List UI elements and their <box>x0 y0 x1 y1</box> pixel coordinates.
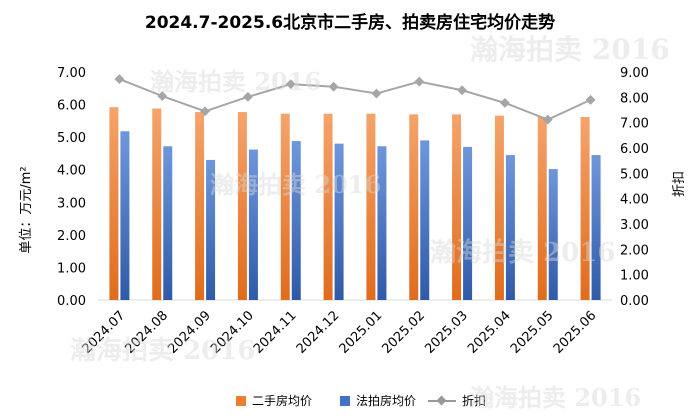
point-discount-2025.03 <box>457 85 468 96</box>
bar-auction-2024.08 <box>163 146 173 300</box>
point-discount-2025.04 <box>499 97 510 108</box>
point-discount-2024.12 <box>328 81 339 92</box>
bar-auction-2025.05 <box>548 169 558 300</box>
y-tick-label: 3.00 <box>57 196 86 211</box>
y2-tick-label: 5.00 <box>620 167 649 182</box>
y-tick-label: 7.00 <box>57 66 86 81</box>
x-tick-label: 2025.04 <box>465 308 514 357</box>
point-discount-2024.08 <box>157 91 168 102</box>
watermark-right: 瀚海拍卖 2016 <box>430 232 615 269</box>
watermark-brand: 瀚海拍卖 <box>150 67 246 96</box>
watermark-year: 2016 <box>543 238 616 268</box>
bar-secondhand-2024.10 <box>237 112 247 300</box>
x-tick-label: 2024.11 <box>251 308 300 357</box>
x-tick-label: 2025.03 <box>422 308 471 357</box>
y2-tick-label: 9.00 <box>620 66 649 81</box>
point-discount-2025.06 <box>585 94 596 105</box>
watermark-brand: 瀚海拍卖 <box>470 383 566 412</box>
legend: 二手房均价 法拍房均价 折扣 <box>0 392 700 412</box>
bar-auction-2025.06 <box>591 155 601 300</box>
bar-secondhand-2024.09 <box>195 112 205 300</box>
y2-tick-label: 0.00 <box>620 294 649 309</box>
bar-auction-2024.09 <box>206 159 216 300</box>
watermark-year: 2016 <box>591 33 670 66</box>
x-tick-label: 2025.01 <box>337 308 386 357</box>
bar-secondhand-2025.04 <box>494 115 504 300</box>
watermark-brand: 瀚海拍卖 <box>470 33 583 66</box>
bars-layer <box>98 107 612 301</box>
watermark-year: 2016 <box>254 67 322 96</box>
bar-auction-2025.03 <box>463 146 473 300</box>
bar-secondhand-2025.01 <box>366 113 376 300</box>
watermark-brand: 瀚海拍卖 <box>430 238 535 268</box>
legend-label-discount: 折扣 <box>462 394 487 408</box>
bar-auction-2024.12 <box>334 143 344 300</box>
watermark-middle: 瀚海拍卖 2016 <box>210 165 381 200</box>
y-tick-label: 2.00 <box>57 229 86 244</box>
left-axis-ticks: 0.00 1.00 2.00 3.00 4.00 5.00 6.00 7.00 <box>57 66 86 309</box>
y2-tick-label: 2.00 <box>620 243 649 258</box>
y-tick-label: 0.00 <box>57 294 86 309</box>
y2-tick-label: 1.00 <box>620 269 649 284</box>
bar-secondhand-2024.11 <box>280 113 290 300</box>
point-discount-2025.05 <box>542 114 553 125</box>
legend-item-discount: 折扣 <box>428 392 486 409</box>
bar-auction-2025.04 <box>505 155 515 300</box>
x-tick-label: 2025.02 <box>379 308 428 357</box>
y2-tick-label: 8.00 <box>620 91 649 106</box>
x-tick-label: 2024.12 <box>294 308 343 357</box>
legend-label-secondhand: 二手房均价 <box>252 394 313 408</box>
bar-secondhand-2024.08 <box>152 108 162 300</box>
legend-item-auction: 法拍房均价 <box>340 392 416 409</box>
y-tick-label: 4.00 <box>57 164 86 179</box>
legend-swatch-auction <box>340 395 350 406</box>
y-tick-label: 1.00 <box>57 261 86 276</box>
bar-auction-2025.02 <box>420 140 430 300</box>
watermark-top-right: 瀚海拍卖 2016 <box>470 28 670 68</box>
bar-auction-2024.11 <box>291 141 301 300</box>
y2-tick-label: 6.00 <box>620 142 649 157</box>
point-discount-2024.10 <box>242 91 253 102</box>
y-tick-label: 6.00 <box>57 99 86 114</box>
x-tick-label: 2025.06 <box>551 308 600 357</box>
legend-item-secondhand: 二手房均价 <box>236 392 312 409</box>
bar-secondhand-2025.02 <box>409 114 419 300</box>
watermark-bottom-right: 瀚海拍卖 2016 <box>470 378 641 413</box>
bar-secondhand-2024.07 <box>109 107 119 300</box>
watermark-year: 2016 <box>574 383 642 412</box>
watermark-year: 2016 <box>183 336 256 366</box>
point-discount-2025.02 <box>414 76 425 87</box>
watermark-brand: 瀚海拍卖 <box>70 336 175 366</box>
line-discount <box>119 78 592 121</box>
chart-title: 2024.7-2025.6北京市二手房、拍卖房住宅均价走势 <box>144 13 556 33</box>
legend-swatch-secondhand <box>236 395 246 406</box>
right-axis-ticks: 0.00 1.00 2.00 3.00 4.00 5.00 6.00 7.00 8.00 9.00 <box>620 66 649 309</box>
x-tick-label: 2025.05 <box>508 308 557 357</box>
bar-secondhand-2025.05 <box>537 116 547 300</box>
bar-auction-2025.01 <box>377 146 387 300</box>
legend-swatch-discount <box>428 396 456 406</box>
bar-auction-2024.10 <box>248 149 258 300</box>
y2-tick-label: 3.00 <box>620 218 649 233</box>
y2-axis-title: 折扣 <box>672 171 687 197</box>
point-discount-2024.07 <box>114 74 125 85</box>
point-discount-2025.01 <box>371 88 382 99</box>
bar-auction-2024.07 <box>120 131 130 300</box>
bar-secondhand-2025.03 <box>452 114 462 300</box>
bar-secondhand-2025.06 <box>580 116 590 300</box>
bar-secondhand-2024.12 <box>323 113 333 300</box>
y-tick-label: 5.00 <box>57 131 86 146</box>
watermark-brand: 瀚海拍卖 <box>210 170 306 199</box>
y2-tick-label: 4.00 <box>620 193 649 208</box>
watermark-bottom-left: 瀚海拍卖 2016 <box>70 330 255 367</box>
y2-tick-label: 7.00 <box>620 117 649 132</box>
legend-label-auction: 法拍房均价 <box>356 394 417 408</box>
watermark-top-left: 瀚海拍卖 2016 <box>150 62 321 97</box>
y-axis-title: 单位：万元/m² <box>19 166 34 253</box>
point-discount-2024.09 <box>200 106 211 117</box>
watermark-year: 2016 <box>314 170 382 199</box>
